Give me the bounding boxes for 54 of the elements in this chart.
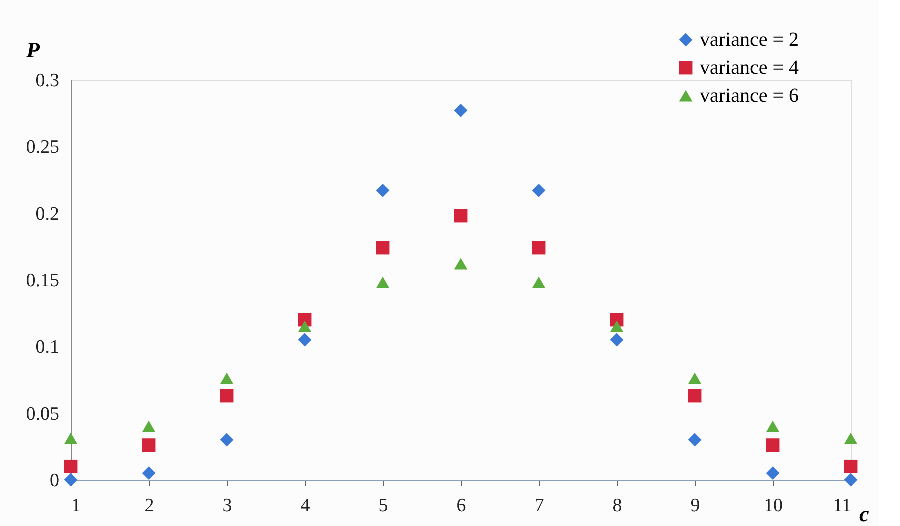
y-tick-label: 0.1 bbox=[36, 337, 60, 358]
point bbox=[220, 433, 234, 447]
x-tick-label: 4 bbox=[300, 496, 311, 516]
point bbox=[298, 320, 312, 332]
point bbox=[142, 420, 156, 432]
y-axis-title: P bbox=[26, 38, 40, 62]
x-tick-label: 7 bbox=[534, 496, 544, 516]
x-tick-label: 5 bbox=[378, 496, 388, 516]
x-tick-label: 10 bbox=[764, 496, 783, 516]
point bbox=[142, 438, 156, 452]
point bbox=[688, 372, 702, 384]
point bbox=[766, 438, 780, 452]
point bbox=[532, 184, 546, 198]
point bbox=[220, 372, 234, 384]
point bbox=[844, 460, 858, 474]
legend-label: variance = 6 bbox=[700, 85, 800, 107]
point bbox=[298, 333, 312, 347]
y-tick-label: 0.3 bbox=[36, 70, 60, 92]
point bbox=[688, 433, 702, 447]
point bbox=[532, 276, 546, 288]
legend-label: variance = 4 bbox=[700, 57, 800, 79]
x-axis-title: c bbox=[860, 502, 870, 526]
point bbox=[376, 184, 390, 198]
point bbox=[220, 389, 234, 403]
y-tick-label: 0 bbox=[50, 470, 60, 492]
point bbox=[610, 333, 624, 347]
y-tick-label: 0.05 bbox=[26, 404, 60, 425]
point bbox=[688, 389, 702, 403]
point bbox=[64, 473, 78, 487]
point bbox=[64, 460, 78, 474]
x-tick-label: 1 bbox=[72, 496, 81, 516]
point bbox=[454, 209, 468, 223]
legend-label: variance = 2 bbox=[700, 29, 800, 51]
x-tick-label: 3 bbox=[222, 496, 232, 516]
point bbox=[454, 258, 468, 270]
point bbox=[844, 432, 858, 444]
x-tick-label: 11 bbox=[833, 496, 852, 516]
point bbox=[766, 466, 780, 480]
point bbox=[766, 420, 780, 432]
point bbox=[532, 241, 546, 255]
point bbox=[454, 104, 468, 118]
point bbox=[376, 241, 390, 255]
point bbox=[376, 276, 390, 288]
x-tick-label: 6 bbox=[456, 496, 466, 516]
y-tick-label: 0.25 bbox=[26, 137, 60, 158]
x-tick-label: 9 bbox=[690, 496, 700, 516]
x-tick-label: 2 bbox=[144, 496, 154, 516]
point bbox=[610, 320, 624, 332]
y-tick-label: 0.15 bbox=[26, 270, 60, 292]
point bbox=[844, 473, 858, 487]
point bbox=[64, 432, 78, 444]
y-tick-label: 0.2 bbox=[36, 204, 60, 225]
x-tick-label: 8 bbox=[612, 496, 622, 516]
point bbox=[142, 466, 156, 480]
